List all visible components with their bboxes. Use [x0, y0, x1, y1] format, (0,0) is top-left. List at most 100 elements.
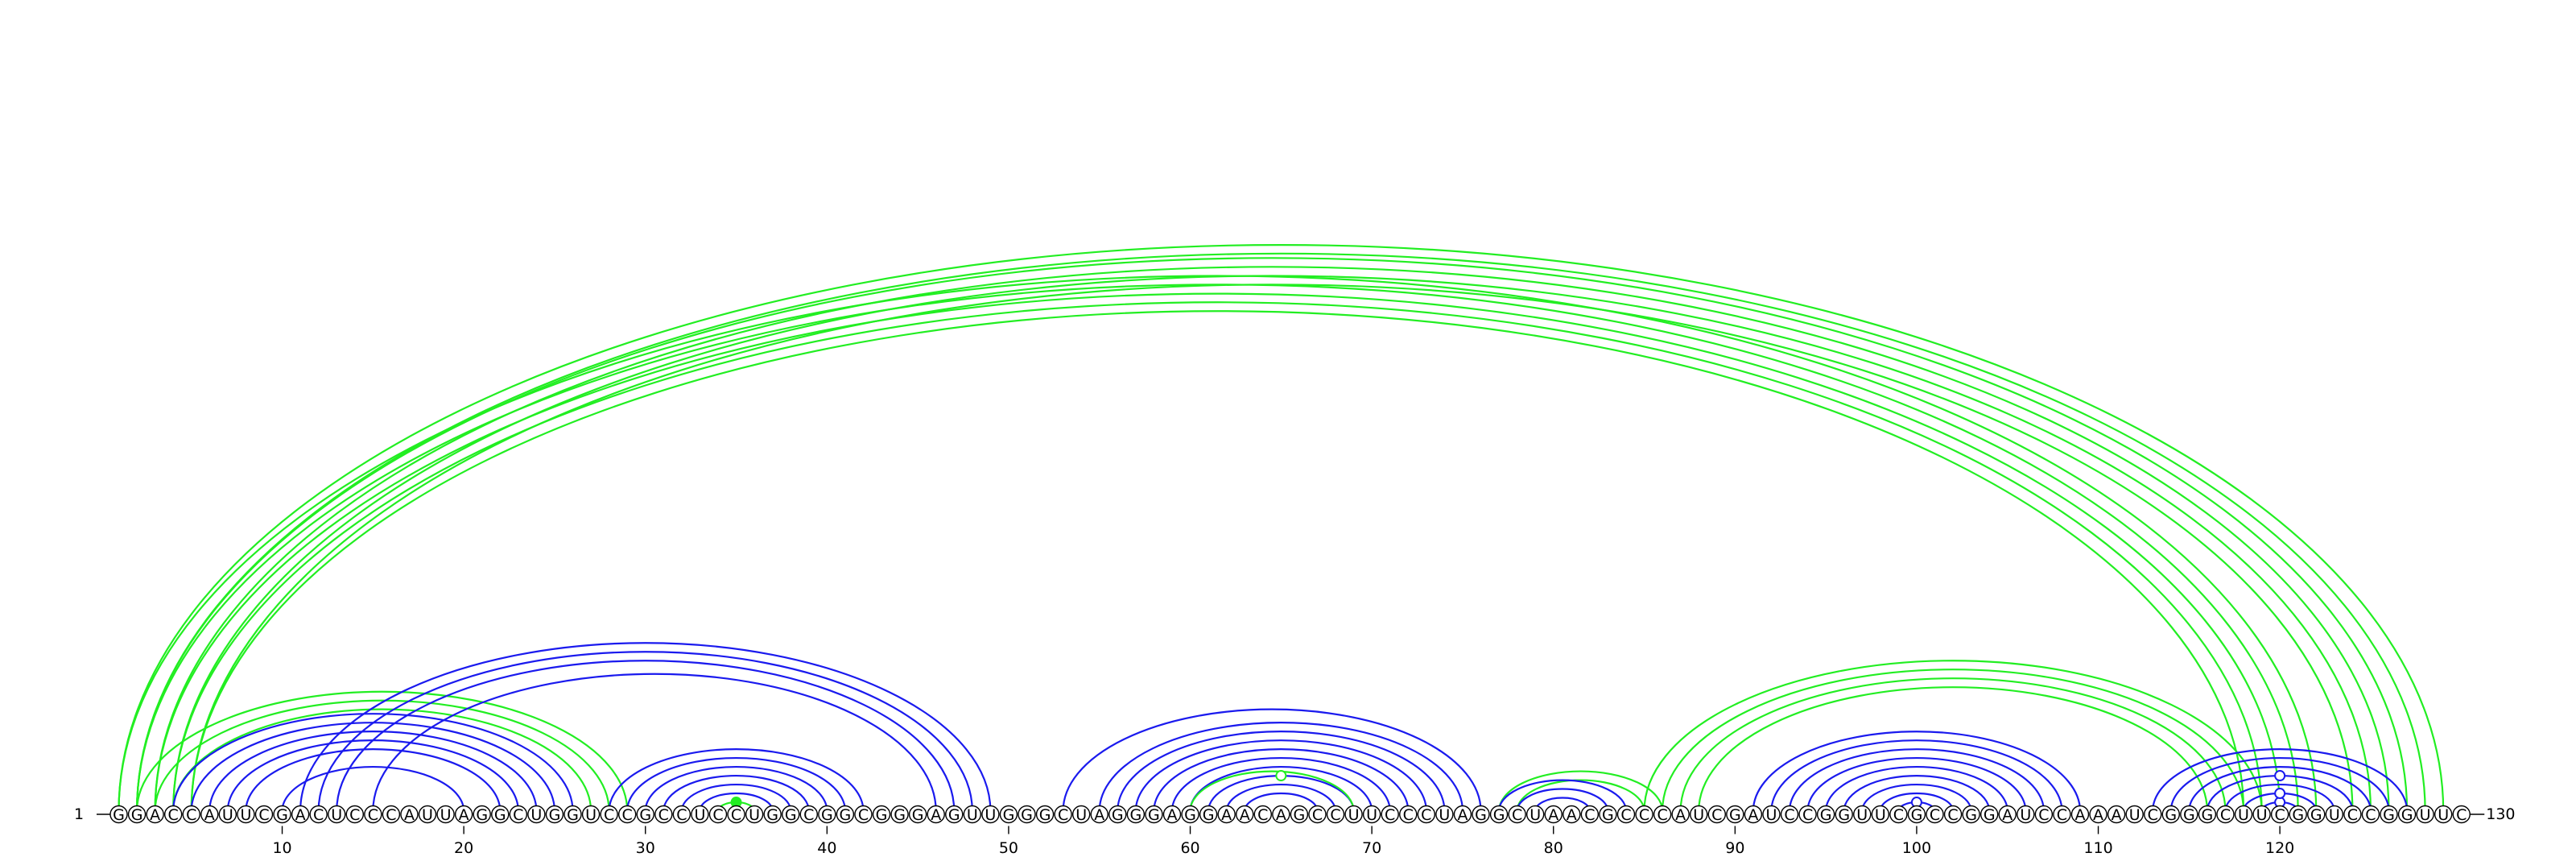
pair-arc-8-22 [245, 747, 502, 812]
nucleotide-circle [1780, 805, 1799, 824]
nucleotide-letter: U [2256, 806, 2268, 824]
nucleotide-circle [581, 805, 601, 824]
nucleotide-letter: C [2220, 806, 2231, 824]
pair-marker-1 [1275, 770, 1287, 782]
nucleotide-circle [163, 805, 183, 824]
pair-arc-60-69 [1189, 770, 1355, 812]
nucleotide-letter: U [985, 806, 996, 824]
nucleotide-circle [1018, 805, 1036, 824]
nucleotide-circle [1399, 805, 1418, 824]
pair-arc-58-72 [1153, 747, 1410, 812]
nucleotide-circle [2325, 805, 2344, 824]
nucleotide-letter: G [549, 806, 561, 824]
nucleotide-letter: G [1911, 806, 1923, 824]
nucleotide-letter: C [1784, 806, 1794, 824]
nucleotide-60: G [1181, 805, 1199, 824]
nucleotide-letter: C [2456, 806, 2467, 824]
nucleotide-letter: U [967, 806, 978, 824]
nucleotide-90: G [1726, 805, 1744, 824]
nucleotide-letter: G [1984, 806, 1996, 824]
nucleotide-2: G [127, 805, 147, 824]
nucleotide-circle [854, 805, 873, 824]
nucleotide-89: C [1707, 805, 1726, 824]
nucleotide-8: U [237, 805, 255, 824]
nucleotide-36: U [745, 805, 764, 824]
nucleotide-letter: G [1493, 806, 1505, 824]
nucleotide-114: G [2161, 805, 2180, 824]
nucleotide-letter: U [1875, 806, 1886, 824]
nucleotide-16: C [382, 805, 401, 824]
pair-arc-91-109 [1752, 731, 2082, 812]
nucleotide-72: C [1399, 805, 1418, 824]
nucleotide-circle [182, 805, 200, 824]
nucleotide-letter: C [1802, 806, 1813, 824]
nucleotide-20: A [454, 805, 473, 824]
nucleotide-120: C [2270, 805, 2289, 824]
pair-arc-77-86 [1497, 770, 1664, 812]
nucleotide-letter: U [1856, 806, 1868, 824]
nucleotide-letter: U [331, 806, 342, 824]
nucleotide-letter: G [1203, 806, 1215, 824]
pair-arc-93-107 [1788, 747, 2045, 812]
nucleotide-circle [1907, 805, 1926, 824]
nucleotide-letter: G [1148, 806, 1160, 824]
nucleotide-98: U [1871, 805, 1890, 824]
nucleotide-62: A [1217, 805, 1236, 824]
nucleotide-circle [218, 805, 237, 824]
nucleotide-circle [1035, 805, 1055, 824]
nucleotide-108: C [2053, 805, 2071, 824]
pair-arc-114-126 [2169, 756, 2390, 812]
tick-label-30: 30 [636, 839, 655, 857]
nucleotide-letter: A [2074, 806, 2085, 824]
nucleotide-circle [2307, 805, 2326, 824]
nucleotide-letter: G [1838, 806, 1850, 824]
nucleotide-83: G [1599, 805, 1617, 824]
pair-arc-30-40 [644, 766, 828, 812]
nucleotide-circle [1508, 805, 1526, 824]
nucleotide-circle [1362, 805, 1381, 824]
tick-label-50: 50 [999, 839, 1018, 857]
nucleotide-circle [1998, 805, 2017, 824]
pair-arc-5-124 [190, 284, 2354, 812]
nucleotide-9: C [254, 805, 274, 824]
nucleotide-letter: C [604, 806, 614, 824]
nucleotide-circle [1108, 805, 1127, 824]
nucleotide-letter: A [2112, 806, 2122, 824]
nucleotide-45: G [908, 805, 927, 824]
pair-arc-2-29 [135, 690, 629, 812]
nucleotide-letter: G [2165, 806, 2177, 824]
nucleotide-65: A [1272, 805, 1290, 824]
nucleotide-19: U [436, 805, 455, 824]
nucleotide-letter: C [658, 806, 669, 824]
pair-arc-85-119 [1643, 660, 2263, 812]
nucleotide-letter: G [2401, 806, 2413, 824]
nucleotide-27: U [581, 805, 601, 824]
nucleotide-23: C [509, 805, 528, 824]
pair-arc-113-127 [2152, 747, 2409, 812]
nucleotide-letter: G [2202, 806, 2214, 824]
nucleotide-127: G [2397, 805, 2417, 824]
nucleotide-49: U [981, 805, 1000, 824]
nucleotide-letter: C [1403, 806, 1414, 824]
nucleotide-letter: G [840, 806, 852, 824]
nucleotide-letter: A [1166, 806, 1177, 824]
nucleotide-110: A [2089, 805, 2107, 824]
nucleotide-circle [1525, 805, 1545, 824]
nucleotide-circle [1762, 805, 1781, 824]
nucleotide-126: G [2380, 805, 2398, 824]
pair-arc-98-102 [1879, 792, 1955, 812]
nucleotide-circle [1635, 805, 1653, 824]
nucleotide-117: C [2216, 805, 2235, 824]
nucleotide-76: G [1472, 805, 1490, 824]
nucleotide-circle [1544, 805, 1563, 824]
nucleotide-10: G [273, 805, 291, 824]
nucleotide-81: A [1563, 805, 1581, 824]
pair-arc-96-104 [1843, 774, 1991, 812]
nucleotide-letter: C [731, 806, 741, 824]
nucleotide-letter: U [1348, 806, 1360, 824]
nucleotide-letter: G [948, 806, 960, 824]
nucleotide-letter: C [676, 806, 687, 824]
nucleotide-119: U [2252, 805, 2271, 824]
pair-arc-31-39 [663, 774, 810, 812]
